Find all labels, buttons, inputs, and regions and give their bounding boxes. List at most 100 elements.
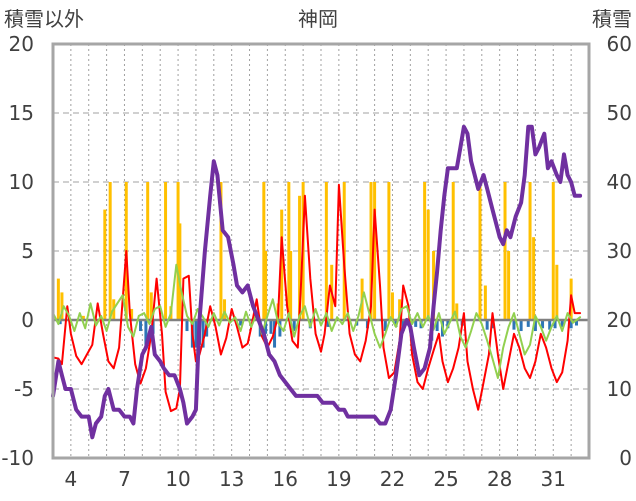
bar — [387, 182, 391, 320]
bar — [574, 320, 578, 326]
bar — [269, 320, 273, 334]
left-y-tick-label: -10 — [1, 446, 34, 470]
x-tick-label: 19 — [326, 467, 351, 491]
gridlines — [53, 44, 589, 458]
chart-title: 神岡 — [298, 7, 338, 31]
bar — [223, 299, 227, 320]
bar — [553, 320, 557, 329]
right-y-tick-labels: 60 50 40 30 20 10 0 — [607, 32, 632, 470]
bar — [451, 182, 455, 320]
bar — [139, 320, 143, 332]
bar — [108, 182, 112, 320]
bar — [432, 251, 436, 320]
bar — [144, 320, 148, 345]
bar — [373, 182, 377, 320]
bar — [298, 195, 302, 320]
bar — [164, 182, 168, 320]
bar — [483, 285, 487, 320]
bar — [390, 292, 394, 320]
x-tick-label: 31 — [541, 467, 566, 491]
right-y-tick-label: 0 — [619, 446, 632, 470]
bar — [219, 182, 223, 320]
bar — [435, 320, 439, 332]
bar — [569, 320, 573, 329]
bar — [287, 182, 291, 320]
bar — [81, 315, 85, 320]
series-line — [52, 263, 582, 379]
x-tick-label: 25 — [433, 467, 458, 491]
bar — [541, 320, 545, 329]
bar — [426, 209, 430, 320]
bar — [485, 320, 489, 330]
x-tick-label: 22 — [380, 467, 405, 491]
right-y-tick-label: 60 — [607, 32, 632, 56]
bar — [146, 182, 150, 320]
x-tick-label: 7 — [118, 467, 131, 491]
left-y-tick-label: 10 — [9, 170, 34, 194]
bar — [478, 182, 482, 320]
bar — [326, 320, 330, 327]
bar — [178, 223, 182, 320]
bar — [369, 182, 373, 320]
bar — [149, 292, 153, 320]
plot-frame — [51, 42, 591, 460]
right-axis-title: 積雪 — [592, 7, 632, 31]
x-tick-labels: 4 7 10 13 16 19 22 25 28 31 — [64, 467, 565, 491]
bar — [185, 320, 189, 332]
right-y-tick-label: 50 — [607, 101, 632, 125]
right-y-tick-label: 20 — [607, 308, 632, 332]
bar — [103, 209, 107, 320]
bar — [503, 182, 507, 320]
bar — [60, 292, 64, 320]
bar — [383, 320, 387, 332]
x-tick-label: 28 — [487, 467, 512, 491]
bar — [58, 320, 62, 325]
bar — [519, 320, 523, 332]
bar — [176, 182, 180, 320]
bar — [264, 320, 268, 334]
right-y-tick-label: 30 — [607, 239, 632, 263]
bar — [280, 209, 284, 320]
bar — [130, 308, 134, 320]
bar — [262, 182, 266, 320]
bar — [528, 182, 532, 320]
bar — [551, 182, 555, 320]
x-tick-label: 10 — [165, 467, 190, 491]
x-tick-label: 13 — [219, 467, 244, 491]
bar — [532, 237, 536, 320]
bar — [398, 299, 402, 320]
line-series-group — [51, 124, 583, 440]
bar — [201, 320, 205, 348]
bar — [455, 303, 459, 320]
bar — [423, 182, 427, 320]
left-y-tick-label: 15 — [9, 101, 34, 125]
bar — [264, 251, 268, 320]
bar — [278, 320, 282, 337]
bar — [526, 320, 530, 327]
left-y-tick-label: 20 — [9, 32, 34, 56]
bar — [555, 264, 559, 320]
bar — [194, 320, 198, 348]
right-y-tick-label: 40 — [607, 170, 632, 194]
right-y-tick-label: 10 — [607, 377, 632, 401]
bar — [560, 320, 564, 327]
bar — [292, 320, 296, 332]
left-y-tick-label: 0 — [21, 308, 34, 332]
x-tick-label: 16 — [273, 467, 298, 491]
bar — [414, 320, 418, 327]
bar — [507, 251, 511, 320]
series-line — [51, 124, 583, 440]
left-axis-title: 積雪以外 — [4, 7, 84, 31]
bar — [289, 251, 293, 320]
bar — [512, 320, 516, 330]
left-y-tick-label: 5 — [21, 239, 34, 263]
bar — [533, 320, 537, 332]
x-tick-label: 4 — [64, 467, 77, 491]
left-y-tick-labels: 20 15 10 5 0 -5 -10 — [1, 32, 34, 470]
bar — [324, 182, 328, 320]
left-y-tick-label: -5 — [14, 377, 34, 401]
bar — [548, 320, 552, 330]
bar — [56, 278, 60, 320]
bar — [239, 320, 243, 326]
